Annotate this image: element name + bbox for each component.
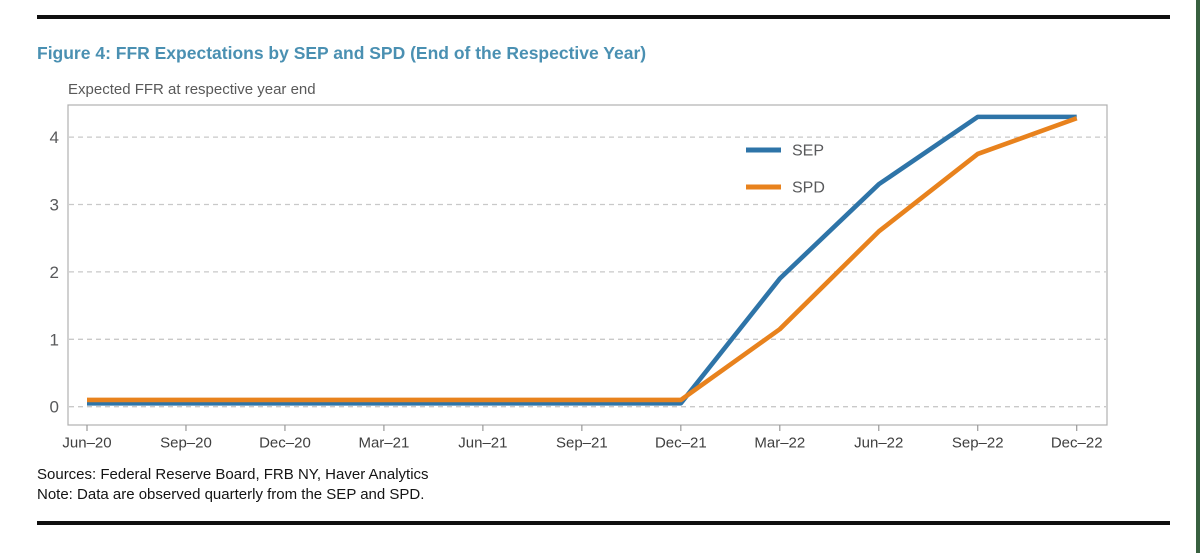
x-axis-tick-label: Sep–20: [160, 435, 212, 452]
sources-text: Sources: Federal Reserve Board, FRB NY, …: [37, 466, 429, 483]
y-axis-tick-label: 3: [50, 196, 59, 215]
right-edge-strip: [1196, 0, 1200, 553]
x-axis-tick-label: Mar–21: [358, 435, 409, 452]
chart-axis-title: Expected FFR at respective year end: [68, 81, 316, 98]
y-axis-tick-label: 4: [50, 128, 59, 147]
y-axis-tick-label: 1: [50, 330, 59, 349]
figure-title: Figure 4: FFR Expectations by SEP and SP…: [37, 43, 647, 63]
plot-border: [67, 104, 1108, 426]
sep-line: [87, 114, 1077, 406]
x-axis-tick-label: Sep–21: [556, 435, 608, 452]
top-rule: [37, 15, 1170, 19]
y-axis-tick-label: 2: [50, 263, 59, 282]
legend-label-spd: SPD: [792, 180, 825, 197]
spd-line: [87, 116, 1078, 403]
y-axis-tick-label: 0: [50, 398, 59, 417]
x-axis-tick-label: Mar–22: [754, 435, 805, 452]
x-axis-tick-label: Sep–22: [952, 435, 1004, 452]
x-axis-tick-label: Jun–22: [854, 435, 903, 452]
bottom-rule: [37, 521, 1170, 525]
x-axis-tick-label: Dec–21: [655, 435, 707, 452]
x-axis-tick-label: Dec–22: [1051, 435, 1103, 452]
x-axis-tick-label: Jun–20: [62, 435, 111, 452]
legend-label-sep: SEP: [792, 143, 824, 160]
x-axis-tick-label: Dec–20: [259, 435, 311, 452]
note-text: Note: Data are observed quarterly from t…: [37, 486, 425, 503]
x-axis-tick-label: Jun–21: [458, 435, 507, 452]
